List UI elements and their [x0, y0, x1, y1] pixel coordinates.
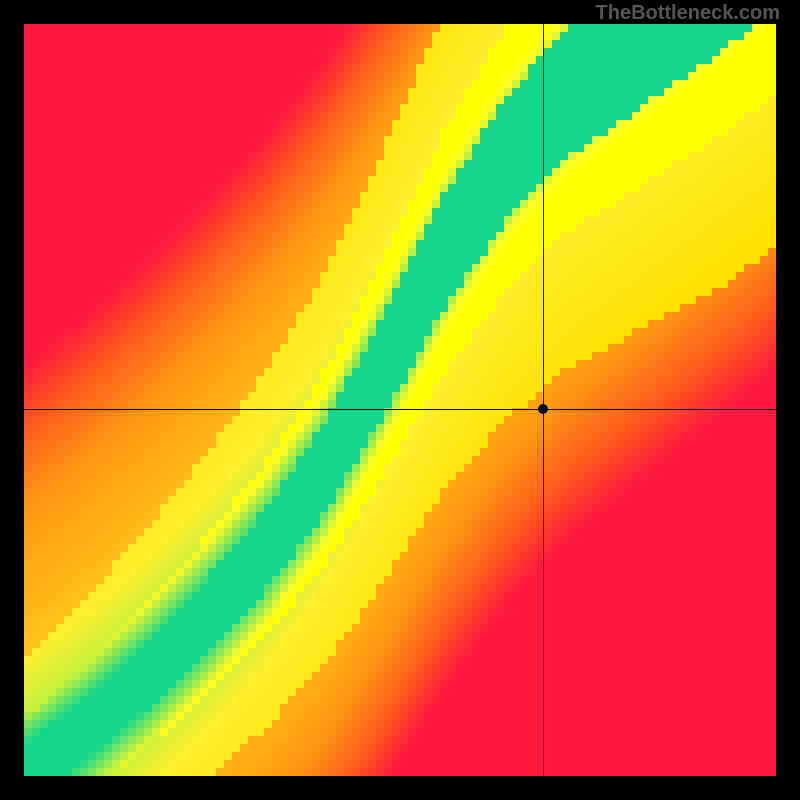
heatmap-plot-area [24, 24, 776, 776]
heatmap-canvas [24, 24, 776, 776]
crosshair-horizontal-line [24, 409, 776, 410]
watermark-text: TheBottleneck.com [596, 2, 780, 25]
crosshair-marker-dot [538, 404, 548, 414]
crosshair-vertical-line [543, 24, 544, 776]
chart-frame: TheBottleneck.com [0, 0, 800, 800]
